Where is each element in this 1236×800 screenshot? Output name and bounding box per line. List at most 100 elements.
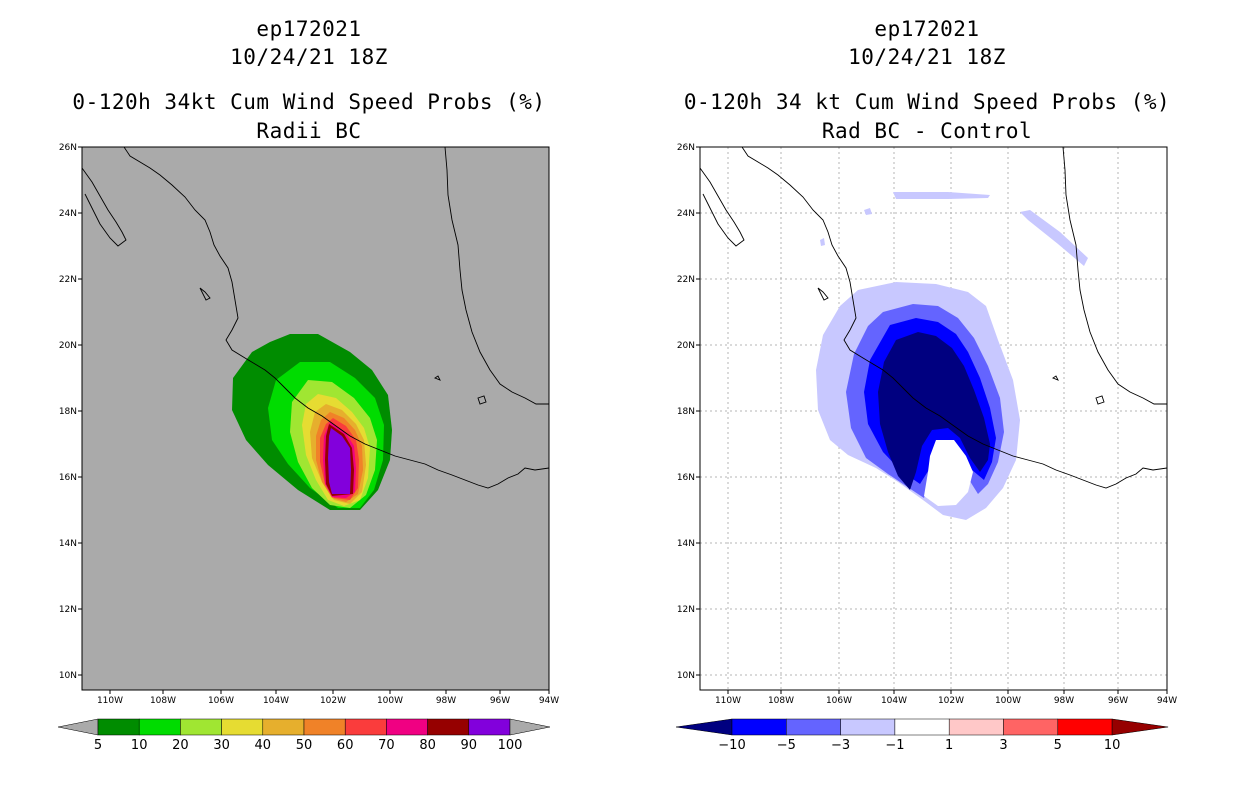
colorbar-label: 100	[498, 738, 523, 753]
lon-label: 102W	[320, 696, 346, 706]
coastline-gulf-mexico	[444, 147, 549, 405]
latitude-labels: 26N 24N 22N 20N 18N 16N 14N 12N 10N	[59, 143, 82, 681]
coastlines	[700, 147, 1167, 489]
contour-90	[328, 428, 351, 494]
lat-label: 16N	[59, 473, 77, 483]
lat-label: 18N	[677, 407, 695, 417]
colorbar-swatch	[894, 718, 950, 736]
lon-label: 96W	[1108, 696, 1128, 706]
colorbar-label: 5	[94, 738, 102, 753]
lon-label: 110W	[97, 696, 123, 706]
colorbar-swatch	[386, 718, 428, 736]
colorbar-label: 80	[419, 738, 436, 753]
colorbar-label: 5	[1054, 738, 1062, 753]
lat-label: 12N	[677, 605, 695, 615]
colorbar-label: 30	[213, 738, 230, 753]
colorbar-swatch	[262, 718, 305, 736]
lon-label: 96W	[490, 696, 510, 706]
island-1	[199, 287, 211, 301]
lon-label: 100W	[995, 696, 1021, 706]
lon-label: 108W	[768, 696, 794, 706]
colorbar-label: −3	[831, 738, 850, 753]
lon-label: 102W	[938, 696, 964, 706]
colorbar-swatch	[180, 718, 222, 736]
colorbar-label: 70	[378, 738, 395, 753]
lon-label: 110W	[715, 696, 741, 706]
lat-label: 10N	[677, 671, 695, 681]
lat-label: 16N	[677, 473, 695, 483]
colorbar-label: 60	[337, 738, 354, 753]
island-1	[817, 287, 829, 301]
lon-label: 98W	[436, 696, 456, 706]
lat-label: 22N	[677, 275, 695, 285]
datetime-title: 10/24/21 18Z	[230, 45, 388, 69]
lat-label: 10N	[59, 671, 77, 681]
colorbar-max-arrow	[1111, 718, 1169, 736]
contour-minus1-ne	[1020, 210, 1088, 266]
colorbar-swatch	[468, 718, 511, 736]
lat-label: 20N	[59, 341, 77, 351]
product-title: 0-120h 34kt Cum Wind Speed Probs (%)	[72, 90, 546, 114]
lat-label: 20N	[677, 341, 695, 351]
colorbar-swatch	[97, 718, 140, 736]
colorbar-swatch	[786, 718, 841, 736]
coastline-baja	[82, 167, 127, 247]
colorbar-label: −10	[718, 738, 745, 753]
coastline-west-mexico	[741, 147, 1167, 489]
contour-minus1-tiny	[820, 238, 825, 246]
right-map-svg: 26N 24N 22N 20N 18N 16N 14N 12N 10N 110W 108W 106W…	[675, 143, 1177, 753]
colorbar-label: 50	[296, 738, 313, 753]
lat-label: 24N	[677, 209, 695, 219]
colorbar-label: 10	[131, 738, 148, 753]
colorbar-swatch	[948, 718, 1004, 736]
colorbar-swatch	[427, 718, 470, 736]
longitude-labels: 110W 108W 106W 104W 102W 100W 98W 96W 94W	[715, 690, 1177, 706]
probability-contours	[232, 334, 392, 510]
left-panel: ep172021 10/24/21 18Z 0-120h 34kt Cum Wi…	[57, 17, 559, 753]
coastline-gulf-mexico	[1062, 147, 1167, 405]
colorbar-min-arrow	[57, 718, 99, 736]
latitude-labels: 26N 24N 22N 20N 18N 16N 14N 12N 10N	[677, 143, 700, 681]
right-panel: ep172021 10/24/21 18Z 0-120h 34 kt Cum W…	[618, 0, 1236, 800]
island-3	[1095, 395, 1105, 405]
lat-label: 18N	[59, 407, 77, 417]
difference-contours	[816, 192, 1088, 520]
colorbar-swatch	[344, 718, 387, 736]
map-frame	[699, 146, 1168, 691]
colorbar-label: −5	[777, 738, 796, 753]
colorbar-left: 5 10 20 30 40 50 60 70 80 90 100	[57, 718, 551, 753]
lon-label: 104W	[881, 696, 907, 706]
island-2	[1052, 375, 1059, 381]
datetime-title: 10/24/21 18Z	[848, 45, 1006, 69]
colorbar-label: 1	[945, 738, 953, 753]
lon-label: 94W	[539, 696, 559, 706]
colorbar-swatch	[1003, 718, 1059, 736]
colorbar-label: 40	[255, 738, 272, 753]
lon-label: 106W	[826, 696, 852, 706]
colorbar-label: 90	[461, 738, 478, 753]
lon-label: 104W	[263, 696, 289, 706]
storm-id-title: ep172021	[874, 17, 980, 41]
colorbar-right: −10 −5 −3 −1 1 3 5 10	[675, 718, 1169, 753]
coastlines	[82, 147, 549, 489]
product-title: 0-120h 34 kt Cum Wind Speed Probs (%)	[683, 90, 1171, 114]
colorbar-max-arrow	[509, 718, 551, 736]
lat-label: 14N	[677, 539, 695, 549]
colorbar-swatch	[731, 718, 787, 736]
lat-label: 14N	[59, 539, 77, 549]
contour-minus10	[878, 332, 990, 490]
coastline-baja	[700, 167, 745, 247]
lat-label: 24N	[59, 209, 77, 219]
lon-label: 106W	[208, 696, 234, 706]
lon-label: 94W	[1157, 696, 1177, 706]
colorbar-swatch	[1057, 718, 1113, 736]
island-2	[434, 375, 441, 381]
contour-minus1-north	[893, 192, 990, 199]
colorbar-swatch	[138, 718, 181, 736]
island-3	[477, 395, 487, 405]
left-map-svg: 26N 24N 22N 20N 18N 16N 14N 12N 10N 110W 108W 106W…	[57, 143, 559, 753]
contour-minus1-small	[864, 208, 872, 215]
lat-label: 26N	[59, 143, 77, 153]
lon-label: 98W	[1054, 696, 1074, 706]
coastline-west-mexico	[123, 147, 549, 489]
